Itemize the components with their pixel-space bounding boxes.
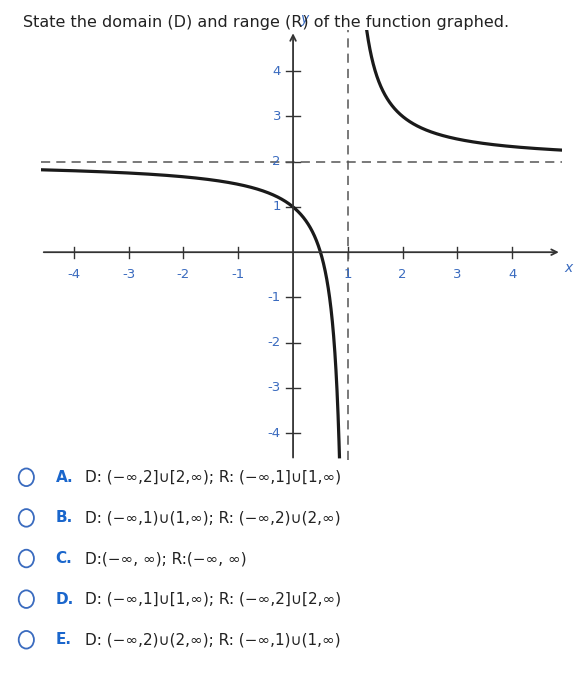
Text: -1: -1 xyxy=(268,291,281,304)
Text: 4: 4 xyxy=(273,65,281,78)
Text: 1: 1 xyxy=(343,268,352,281)
Text: x: x xyxy=(565,261,573,275)
Text: D: (−∞,2]∪[2,∞); R: (−∞,1]∪[1,∞): D: (−∞,2]∪[2,∞); R: (−∞,1]∪[1,∞) xyxy=(85,470,341,485)
Text: D: (−∞,1]∪[1,∞); R: (−∞,2]∪[2,∞): D: (−∞,1]∪[1,∞); R: (−∞,2]∪[2,∞) xyxy=(85,592,341,607)
Text: 2: 2 xyxy=(398,268,407,281)
Text: 2: 2 xyxy=(273,155,281,168)
Text: -3: -3 xyxy=(122,268,135,281)
Text: D.: D. xyxy=(56,592,74,607)
Text: B.: B. xyxy=(56,510,73,525)
Text: D: (−∞,1)∪(1,∞); R: (−∞,2)∪(2,∞): D: (−∞,1)∪(1,∞); R: (−∞,2)∪(2,∞) xyxy=(85,510,340,525)
Text: -4: -4 xyxy=(67,268,80,281)
Text: E.: E. xyxy=(56,632,71,647)
Text: -1: -1 xyxy=(232,268,245,281)
Text: y: y xyxy=(300,12,308,26)
Text: -2: -2 xyxy=(268,336,281,349)
Text: D: (−∞,2)∪(2,∞); R: (−∞,1)∪(1,∞): D: (−∞,2)∪(2,∞); R: (−∞,1)∪(1,∞) xyxy=(85,632,340,647)
Text: -4: -4 xyxy=(268,427,281,439)
Text: D:(−∞, ∞); R:(−∞, ∞): D:(−∞, ∞); R:(−∞, ∞) xyxy=(85,551,246,566)
Text: -2: -2 xyxy=(177,268,190,281)
Text: 3: 3 xyxy=(453,268,462,281)
Text: -3: -3 xyxy=(268,381,281,395)
Text: 3: 3 xyxy=(273,110,281,123)
Text: A.: A. xyxy=(56,470,73,485)
Text: 4: 4 xyxy=(508,268,517,281)
Text: C.: C. xyxy=(56,551,73,566)
Text: 1: 1 xyxy=(273,200,281,213)
Text: State the domain (D) and range (R) of the function graphed.: State the domain (D) and range (R) of th… xyxy=(23,15,510,30)
